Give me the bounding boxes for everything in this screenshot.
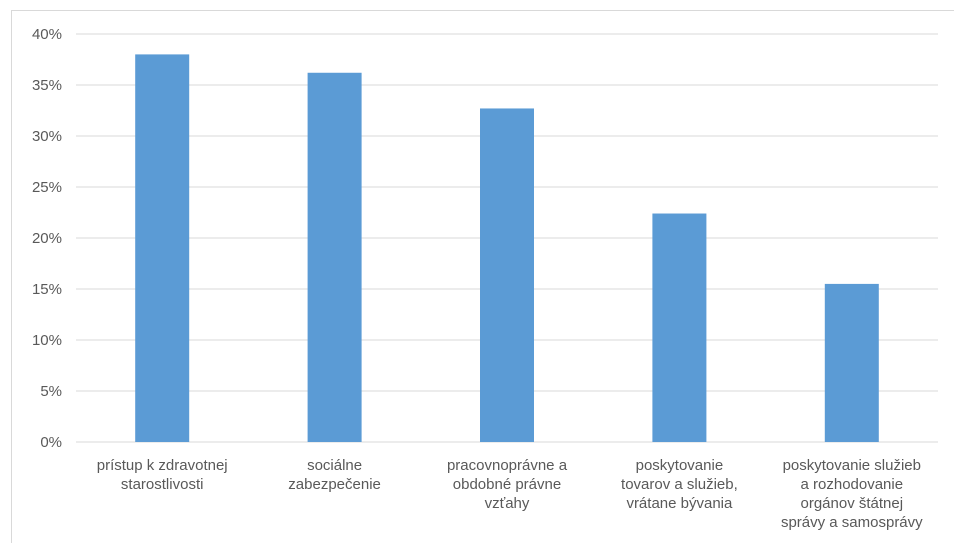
x-category-label: prístup k zdravotnej starostlivosti bbox=[97, 457, 228, 493]
x-category-label-line: prístup k zdravotnej bbox=[97, 457, 228, 474]
bar bbox=[480, 108, 534, 443]
y-tick-label: 15% bbox=[32, 281, 62, 298]
x-category-label-line: a rozhodovanie bbox=[801, 476, 904, 493]
x-category-label-line: poskytovanie bbox=[636, 457, 724, 474]
x-category-label-line: obdobné právne bbox=[453, 476, 561, 493]
x-category-label-line: tovarov a služieb, bbox=[621, 476, 738, 493]
y-tick-label: 10% bbox=[32, 332, 62, 349]
y-tick-label: 30% bbox=[32, 128, 62, 145]
bar bbox=[135, 54, 190, 443]
x-category-label-line: poskytovanie služieb bbox=[783, 457, 921, 474]
x-category-label-line: vzťahy bbox=[485, 495, 530, 512]
x-category-label-line: starostlivosti bbox=[121, 476, 204, 493]
y-axis-ticks: 0% 5% 10% 15% 20% 25% 30% 35% 40% bbox=[32, 26, 62, 451]
y-tick-label: 0% bbox=[40, 434, 62, 451]
x-category-label: poskytovanie tovarov a služieb, vrátane bý… bbox=[621, 457, 738, 512]
y-tick-label: 40% bbox=[32, 26, 62, 43]
chart-frame bbox=[11, 10, 954, 543]
x-category-label: pracovnoprávne a obdobné právne vzťahy bbox=[447, 457, 568, 512]
y-tick-label: 25% bbox=[32, 179, 62, 196]
y-tick-label: 35% bbox=[32, 77, 62, 94]
x-category-label-line: orgánov štátnej bbox=[801, 495, 904, 512]
x-axis-labels: prístup k zdravotnej starostlivosti sociál… bbox=[97, 457, 923, 531]
x-category-label: poskytovanie služieb a rozhodovanie orgáno… bbox=[781, 457, 923, 531]
x-category-label-line: správy a samosprávy bbox=[781, 514, 923, 531]
bar bbox=[824, 283, 879, 442]
bar bbox=[652, 213, 707, 442]
x-category-label: sociálne zabezpečenie bbox=[288, 457, 381, 493]
bar bbox=[307, 72, 362, 442]
x-category-label-line: vrátane bývania bbox=[626, 495, 733, 512]
bars bbox=[135, 54, 879, 443]
x-category-label-line: sociálne bbox=[307, 457, 362, 474]
x-category-label-line: pracovnoprávne a bbox=[447, 457, 568, 474]
y-tick-label: 5% bbox=[40, 383, 62, 400]
y-tick-label: 20% bbox=[32, 230, 62, 247]
x-category-label-line: zabezpečenie bbox=[288, 476, 381, 493]
